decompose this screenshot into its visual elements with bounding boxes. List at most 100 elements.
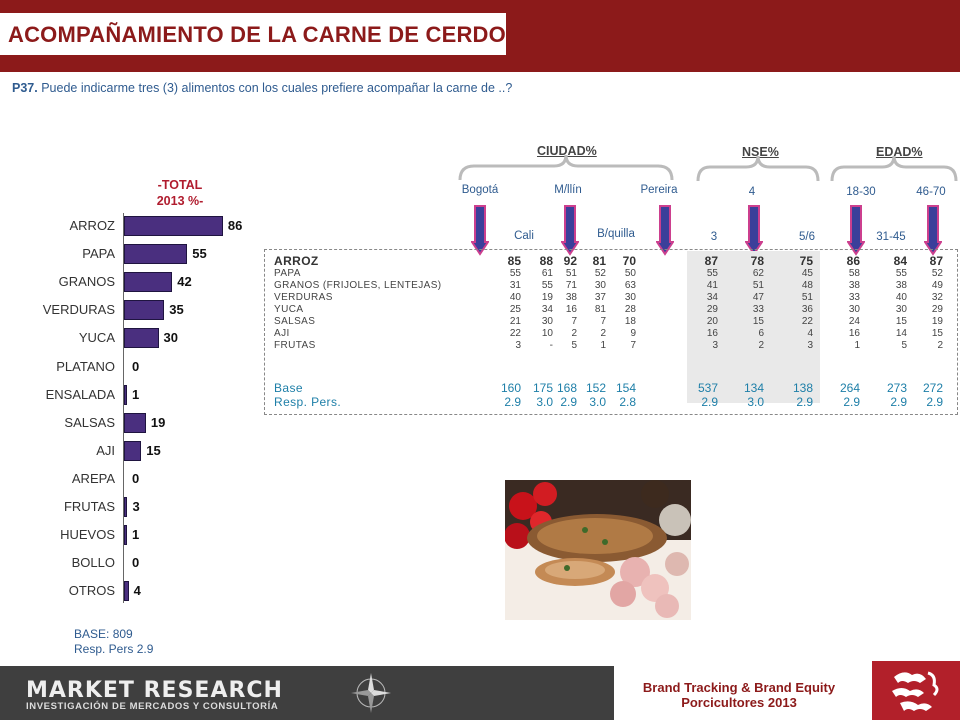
table-row-label: PAPA (274, 268, 301, 279)
footer-dark-band (0, 666, 614, 720)
table-cell: 15 (752, 316, 764, 327)
category-label: VERDURAS (42, 302, 115, 318)
table-cell: 30 (848, 304, 860, 315)
table-cell: 55 (706, 268, 718, 279)
table-cell: 2.9 (843, 395, 860, 409)
table-cell: 273 (886, 381, 907, 395)
table-cell: 2 (571, 328, 577, 339)
table-cell: 16 (706, 328, 718, 339)
table-cell: 37 (594, 292, 606, 303)
table-cell: 7 (630, 340, 636, 351)
table-cell: 63 (624, 280, 636, 291)
table-cell: - (549, 340, 553, 351)
table-cell: 16 (848, 328, 860, 339)
table-cell: 70 (622, 254, 636, 268)
category-label: HUEVOS (60, 527, 115, 543)
table-cell: 88 (539, 254, 553, 268)
company-subtitle: INVESTIGACIÓN DE MERCADOS Y CONSULTORÍA (26, 701, 279, 712)
table-cell: 3.0 (589, 395, 606, 409)
table-cell: 61 (541, 268, 553, 279)
table-cell: 2.9 (796, 395, 813, 409)
arrow-down-icon (745, 205, 763, 256)
table-cell: 55 (509, 268, 521, 279)
total-header: -TOTAL 2013 %- (140, 177, 220, 209)
category-label: OTROS (68, 583, 115, 599)
crosstab-table (264, 249, 958, 415)
category-label: ARROZ (69, 218, 116, 233)
table-row-label: YUCA (274, 304, 304, 315)
bar-granos (124, 272, 173, 293)
table-cell: 21 (509, 316, 521, 327)
table-cell: 86 (846, 254, 860, 268)
table-cell: 154 (615, 381, 636, 395)
table-cell: 81 (594, 304, 606, 315)
total-header-line2: 2013 %- (156, 194, 204, 208)
table-cell: 62 (752, 268, 764, 279)
table-cell: 20 (706, 316, 718, 327)
bar-value-label: 0 (132, 358, 140, 374)
category-label: YUCA (78, 330, 115, 346)
table-cell: 45 (801, 268, 813, 279)
table-cell: 34 (541, 304, 553, 315)
table-cell: 3 (807, 340, 813, 351)
category-label: ENSALADA (45, 386, 115, 402)
table-cell: 18 (624, 316, 636, 327)
table-cell: 537 (697, 381, 718, 395)
table-cell: 138 (792, 381, 813, 395)
bar-value-label: 55 (192, 246, 207, 262)
title-background (0, 13, 506, 55)
group-edad: EDAD% (876, 145, 923, 159)
arrow-down-icon (924, 205, 942, 256)
bar-value-label: 35 (169, 302, 184, 318)
table-cell: 75 (799, 254, 813, 268)
bar-verduras (124, 300, 165, 321)
table-cell: 15 (895, 316, 907, 327)
table-cell: 272 (922, 381, 943, 395)
table-row-label: VERDURAS (274, 292, 333, 303)
table-cell: 15 (931, 328, 943, 339)
bar-value-label: 42 (177, 274, 192, 290)
table-cell: 1 (854, 340, 860, 351)
table-cell: 19 (541, 292, 553, 303)
bar-aji (124, 440, 142, 461)
client-logo (872, 661, 960, 720)
table-cell: 19 (931, 316, 943, 327)
bar-value-label: 0 (132, 470, 140, 486)
bar-value-label: 1 (132, 527, 140, 543)
bar-value-label: 1 (132, 386, 140, 402)
arrow-down-icon (561, 205, 579, 256)
table-cell: 3.0 (536, 395, 553, 409)
total-base-label: BASE: (74, 627, 110, 641)
bar-yuca (124, 328, 159, 349)
category-label: AREPA (71, 470, 115, 486)
table-cell: 29 (931, 304, 943, 315)
category-label: BOLLO (71, 555, 115, 571)
footer-line-2: Porcicultores 2013 (681, 695, 797, 710)
col-label-medellin: M/llín (554, 184, 582, 196)
table-cell: 36 (801, 304, 813, 315)
table-cell: 58 (848, 268, 860, 279)
table-row-label: Base (274, 381, 303, 395)
table-cell: 28 (624, 304, 636, 315)
table-cell: 3 (712, 340, 718, 351)
table-cell: 25 (509, 304, 521, 315)
question-body: Puede indicarme tres (3) alimentos con l… (41, 81, 513, 95)
table-cell: 51 (752, 280, 764, 291)
zero-axis (123, 213, 124, 603)
table-cell: 30 (541, 316, 553, 327)
table-cell: 48 (801, 280, 813, 291)
nse-brace (696, 155, 820, 182)
table-row-label: ARROZ (274, 254, 319, 268)
col-label-18-30: 18-30 (846, 186, 876, 198)
total-resp-line: Resp. Pers 2.9 (74, 642, 153, 657)
table-row-label: Resp. Pers. (274, 395, 342, 409)
table-cell: 2.9 (890, 395, 907, 409)
compass-icon (351, 673, 391, 713)
table-cell: 14 (895, 328, 907, 339)
col-label-nse-5-6: 5/6 (799, 231, 815, 243)
bar-value-label: 15 (146, 442, 161, 458)
table-cell: 3.0 (747, 395, 764, 409)
table-cell: 7 (600, 316, 606, 327)
bar-value-label: 19 (150, 414, 166, 430)
table-cell: 5 (571, 340, 577, 351)
